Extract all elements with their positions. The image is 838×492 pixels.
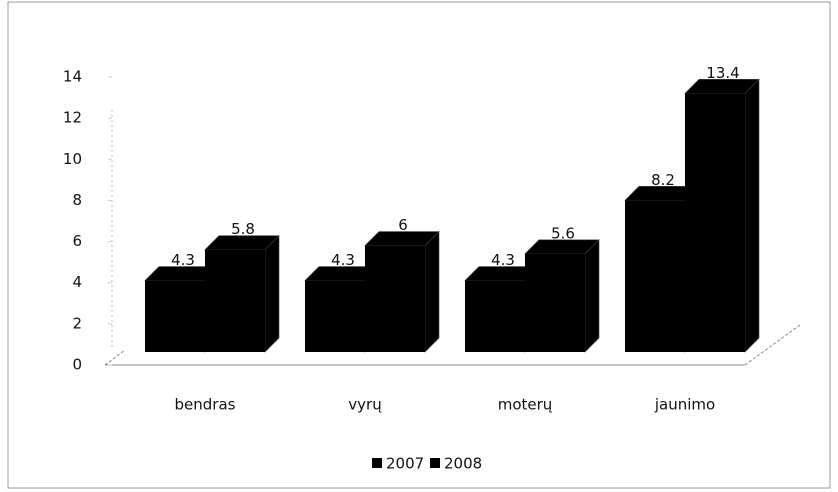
legend-label: 2008 bbox=[444, 455, 482, 473]
x-tick-label: moterų bbox=[498, 396, 553, 414]
data-label: 5.6 bbox=[551, 224, 575, 242]
bar-front bbox=[685, 93, 745, 352]
data-label: 5.8 bbox=[231, 220, 255, 238]
y-tick-label: 2 bbox=[72, 314, 82, 332]
bar-front bbox=[205, 249, 265, 352]
y-tick-label: 10 bbox=[63, 150, 82, 168]
y-tick-label: 4 bbox=[72, 273, 82, 291]
bar-front bbox=[365, 245, 425, 352]
bar-front bbox=[525, 253, 585, 352]
data-label: 13.4 bbox=[706, 64, 739, 82]
bar-side bbox=[264, 234, 280, 353]
bar bbox=[304, 265, 380, 353]
bar bbox=[204, 234, 280, 353]
bar-side bbox=[744, 78, 760, 353]
bar-front bbox=[625, 200, 685, 352]
legend-label: 2007 bbox=[386, 455, 424, 473]
bar bbox=[524, 239, 600, 353]
data-label: 6 bbox=[398, 216, 408, 234]
bar-side bbox=[584, 239, 600, 353]
bar bbox=[364, 230, 440, 353]
y-tick-label: 6 bbox=[72, 232, 82, 250]
y-tick-label: 14 bbox=[63, 68, 82, 86]
data-label: 4.3 bbox=[171, 251, 195, 269]
bar bbox=[684, 78, 760, 353]
floor-right bbox=[744, 324, 801, 366]
bar-front bbox=[465, 280, 525, 352]
legend-swatch bbox=[430, 458, 440, 468]
x-tick-label: bendras bbox=[175, 396, 236, 414]
data-label: 4.3 bbox=[331, 251, 355, 269]
bar-front bbox=[145, 280, 205, 352]
data-label: 4.3 bbox=[491, 251, 515, 269]
y-tick-label: 0 bbox=[72, 356, 82, 374]
data-label: 8.2 bbox=[651, 171, 675, 189]
floor-left bbox=[104, 349, 126, 366]
x-tick-label: vyrų bbox=[348, 396, 382, 414]
legend-swatch bbox=[372, 458, 382, 468]
x-tick-label: jaunimo bbox=[654, 396, 715, 414]
y-tick-label: 8 bbox=[72, 191, 82, 209]
y-tick-label: 12 bbox=[63, 109, 82, 127]
bar-side bbox=[424, 230, 440, 353]
bar-front bbox=[305, 280, 365, 352]
